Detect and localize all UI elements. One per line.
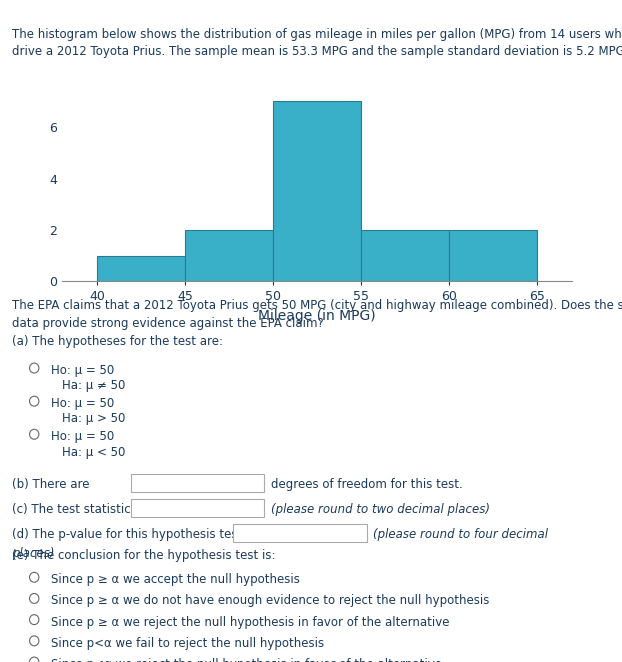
Text: (e) The conclusion for the hypothesis test is:: (e) The conclusion for the hypothesis te…	[12, 549, 276, 563]
Text: (c) The test statistic is:: (c) The test statistic is:	[12, 503, 148, 516]
Text: degrees of freedom for this test.: degrees of freedom for this test.	[271, 478, 462, 491]
Text: Ha: μ < 50: Ha: μ < 50	[62, 446, 126, 459]
Text: (b) There are: (b) There are	[12, 478, 90, 491]
Bar	[98, 256, 185, 281]
Text: The histogram below shows the distribution of gas mileage in miles per gallon (M: The histogram below shows the distributi…	[12, 28, 622, 58]
Bar	[361, 230, 449, 281]
Text: places): places)	[12, 547, 55, 560]
Text: Since p<α we fail to reject the null hypothesis: Since p<α we fail to reject the null hyp…	[51, 637, 324, 650]
Bar	[449, 230, 537, 281]
Text: Since p ≥ α we do not have enough evidence to reject the null hypothesis: Since p ≥ α we do not have enough eviden…	[51, 594, 490, 608]
Text: (d) The p-value for this hypothesis test is:: (d) The p-value for this hypothesis test…	[12, 528, 260, 542]
Text: Since p ≥ α we reject the null hypothesis in favor of the alternative: Since p ≥ α we reject the null hypothesi…	[51, 616, 450, 629]
Text: Since p<α we reject the null hypothesis in favor of the alternative: Since p<α we reject the null hypothesis …	[51, 658, 442, 662]
Text: Ha: μ > 50: Ha: μ > 50	[62, 412, 126, 426]
Text: Ho: μ = 50: Ho: μ = 50	[51, 430, 114, 444]
Text: Since p ≥ α we accept the null hypothesis: Since p ≥ α we accept the null hypothesi…	[51, 573, 300, 587]
Text: The EPA claims that a 2012 Toyota Prius gets 50 MPG (city and highway mileage co: The EPA claims that a 2012 Toyota Prius …	[12, 299, 622, 348]
X-axis label: Mileage (in MPG): Mileage (in MPG)	[258, 309, 376, 323]
Text: (please round to two decimal places): (please round to two decimal places)	[271, 503, 490, 516]
Text: (please round to four decimal: (please round to four decimal	[373, 528, 548, 542]
Bar	[185, 230, 273, 281]
Text: Ha: μ ≠ 50: Ha: μ ≠ 50	[62, 379, 126, 393]
Bar	[273, 101, 361, 281]
Text: Ho: μ = 50: Ho: μ = 50	[51, 397, 114, 410]
Text: Ho: μ = 50: Ho: μ = 50	[51, 364, 114, 377]
